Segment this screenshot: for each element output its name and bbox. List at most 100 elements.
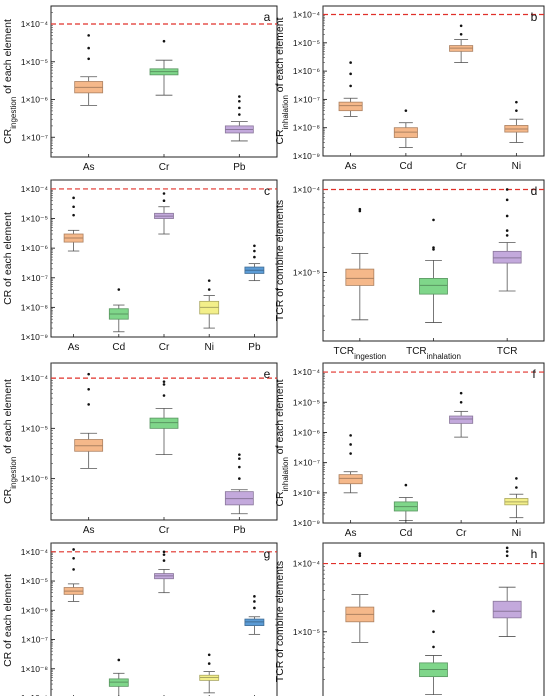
box-as — [63, 196, 84, 252]
box-cd — [393, 483, 418, 522]
y-tick-label: 1×10⁻⁷ — [293, 94, 320, 104]
iqr-box — [492, 600, 522, 619]
box-ni — [199, 279, 220, 329]
outlier-point — [72, 568, 75, 571]
box-as — [74, 34, 104, 106]
outlier-point — [87, 34, 90, 37]
y-tick-label: 1×10⁻⁴ — [293, 559, 321, 569]
box-pb — [224, 95, 254, 142]
x-tick-label: Cd — [112, 342, 125, 353]
box-pb — [244, 244, 265, 282]
outlier-point — [358, 207, 362, 211]
panel-label: b — [531, 10, 538, 24]
panel-label: f — [532, 367, 536, 381]
outlier-point — [207, 279, 211, 282]
outlier-point — [87, 46, 90, 50]
panel-c: 1×10⁻⁹ 1×10⁻⁸ 1×10⁻⁷ 1×10⁻⁶ 1×10⁻⁵ 1×10⁻⁴ As Cd… — [2, 179, 278, 353]
outlier-point — [72, 548, 75, 551]
outlier-point — [253, 606, 256, 610]
y-tick-label: 1×10⁻⁴ — [293, 10, 321, 20]
y-axis-label: TCR of combine elements — [274, 561, 286, 682]
outlier-point — [72, 556, 75, 560]
panel-b: 1×10⁻⁹ 1×10⁻⁸ 1×10⁻⁷ 1×10⁻⁶ 1×10⁻⁵ 1×10⁻⁴ As Cd… — [274, 5, 545, 172]
panel-label: e — [264, 367, 271, 381]
outlier-point — [505, 229, 509, 232]
outlier-point — [505, 198, 509, 202]
outlier-point — [505, 550, 509, 553]
outlier-point — [404, 109, 408, 112]
iqr-box — [345, 268, 375, 286]
iqr-box — [108, 678, 129, 687]
y-axis-label: TCR of combine elements — [274, 200, 286, 321]
outlier-point — [87, 403, 90, 406]
outlier-point — [117, 288, 121, 291]
y-tick-label: 1×10⁻⁵ — [293, 268, 320, 278]
outlier-point — [162, 199, 166, 203]
outlier-point — [358, 554, 362, 558]
box-pb — [224, 453, 254, 515]
box-ni — [504, 477, 529, 519]
y-tick-label: 1×10⁻⁴ — [21, 19, 49, 29]
box-cr — [154, 550, 174, 594]
outlier-point — [72, 213, 75, 217]
outlier-point — [162, 380, 166, 383]
x-tick-label: As — [345, 528, 357, 539]
outlier-point — [515, 486, 518, 489]
y-axis-label: CRingestion of each element — [2, 19, 18, 144]
outlier-point — [432, 630, 435, 634]
y-tick-label: 1×10⁻⁹ — [21, 693, 49, 696]
box-cr — [154, 192, 174, 235]
x-tick-label: As — [83, 162, 95, 173]
y-tick-label: 1×10⁻⁵ — [293, 397, 320, 407]
x-tick-label: As — [83, 525, 95, 536]
box-cr — [149, 380, 179, 456]
iqr-box — [338, 474, 363, 485]
y-tick-label: 1×10⁻⁵ — [21, 57, 48, 67]
box-cd — [393, 109, 418, 148]
plot-frame — [50, 179, 278, 338]
y-axis-label: CRinhalation of each element — [274, 379, 290, 506]
y-tick-label: 1×10⁻⁷ — [21, 273, 48, 283]
outlier-point — [117, 658, 121, 662]
y-tick-label: 1×10⁻⁴ — [21, 547, 49, 557]
outlier-point — [238, 465, 241, 469]
outlier-point — [358, 209, 362, 213]
outlier-point — [162, 192, 166, 195]
outlier-point — [459, 400, 463, 404]
outlier-point — [207, 288, 211, 291]
y-tick-label: 1×10⁻⁶ — [21, 474, 48, 484]
y-axis-label: CR of each element — [2, 212, 14, 305]
outlier-point — [505, 554, 509, 558]
box-tcr-ingestion — [345, 552, 375, 643]
outlier-point — [349, 72, 352, 76]
x-tick-label: Cr — [159, 525, 170, 536]
outlier-point — [459, 24, 463, 28]
outlier-point — [253, 249, 256, 253]
y-tick-label: 1×10⁻⁵ — [293, 38, 320, 48]
box-cd — [108, 288, 129, 333]
outlier-point — [72, 205, 75, 209]
outlier-point — [253, 600, 256, 603]
outlier-point — [358, 552, 362, 555]
outlier-point — [162, 39, 166, 43]
box-tcr — [492, 188, 522, 292]
x-tick-label: Pb — [233, 162, 246, 173]
panel-label: h — [531, 547, 538, 561]
outlier-point — [162, 559, 166, 562]
outlier-point — [162, 550, 166, 554]
panel-f: 1×10⁻⁹ 1×10⁻⁸ 1×10⁻⁷ 1×10⁻⁶ 1×10⁻⁵ 1×10⁻⁴ As Cd… — [274, 362, 545, 539]
y-tick-label: 1×10⁻⁶ — [21, 605, 48, 615]
box-cr — [149, 39, 179, 96]
y-tick-label: 1×10⁻⁹ — [293, 518, 321, 528]
y-tick-label: 1×10⁻⁵ — [293, 627, 320, 637]
x-tick-label: Cr — [456, 161, 467, 172]
y-tick-label: 1×10⁻⁷ — [21, 132, 48, 142]
plot-frame — [322, 5, 545, 157]
box-as — [338, 434, 363, 494]
outlier-point — [404, 483, 408, 487]
panel-label: d — [531, 184, 538, 198]
x-tick-label: Pb — [233, 525, 246, 536]
outlier-point — [349, 443, 352, 446]
box-tcr-inhalation — [419, 609, 448, 695]
